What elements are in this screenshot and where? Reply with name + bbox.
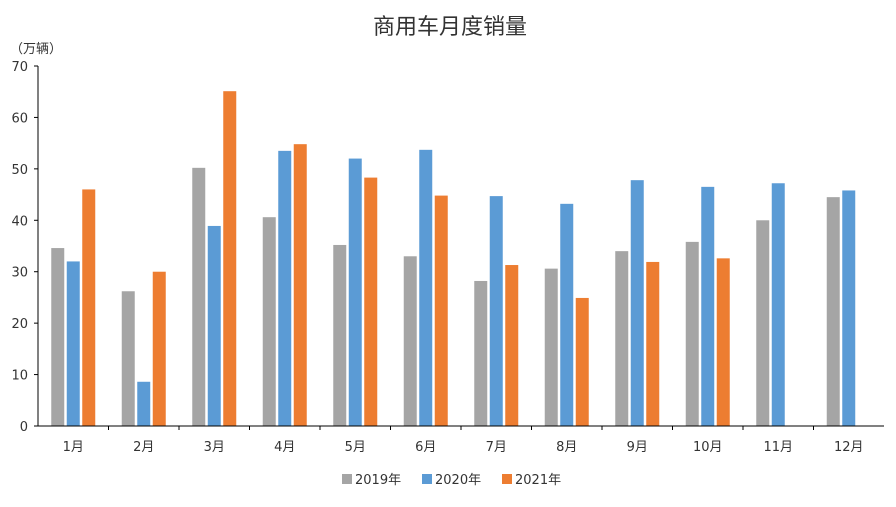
x-tick-label: 8月 xyxy=(556,440,577,455)
y-tick-label: 0 xyxy=(20,420,28,435)
bar xyxy=(716,258,730,426)
x-tick-label: 1月 xyxy=(63,440,84,455)
chart-title: 商用车月度销量 xyxy=(373,15,527,40)
bar xyxy=(544,268,558,426)
bar xyxy=(66,261,80,426)
y-tick-label: 20 xyxy=(11,317,28,332)
bar xyxy=(348,158,362,427)
y-axis-ticks: 0 10 20 30 40 50 60 70 xyxy=(11,60,38,435)
x-tick-label: 3月 xyxy=(204,440,225,455)
bar xyxy=(419,149,433,427)
bar xyxy=(51,248,65,426)
y-tick-label: 10 xyxy=(11,369,28,384)
x-tick-label: 5月 xyxy=(345,440,366,455)
bar xyxy=(403,256,417,426)
legend-label: 2020年 xyxy=(435,473,481,488)
x-tick-label: 9月 xyxy=(627,440,648,455)
bar xyxy=(82,189,96,426)
x-tick-label: 7月 xyxy=(486,440,507,455)
bar xyxy=(278,150,292,426)
y-axis-unit-label: （万辆） xyxy=(10,42,62,57)
bar xyxy=(434,195,448,426)
bar xyxy=(771,183,785,426)
bar xyxy=(364,177,378,426)
legend-swatch xyxy=(422,474,432,484)
bar xyxy=(575,297,589,426)
bar xyxy=(489,196,503,426)
bar xyxy=(685,241,699,426)
bar xyxy=(826,197,840,426)
bar xyxy=(615,251,629,426)
y-tick-label: 50 xyxy=(11,163,28,178)
bar xyxy=(333,244,347,426)
y-tick-label: 40 xyxy=(11,214,28,229)
x-tick-label: 11月 xyxy=(763,440,793,455)
y-tick-label: 30 xyxy=(11,266,28,281)
bar xyxy=(262,217,276,426)
bar xyxy=(293,144,307,426)
x-axis-ticks: 1月 2月 3月 4月 5月 6月 7月 8月 9月 10月 11月 12月 xyxy=(63,426,864,455)
legend-label: 2021年 xyxy=(515,473,561,488)
x-tick-label: 10月 xyxy=(693,440,723,455)
bar xyxy=(192,167,206,427)
bar xyxy=(756,220,770,426)
legend-label: 2019年 xyxy=(355,473,401,488)
x-tick-label: 4月 xyxy=(274,440,295,455)
bar xyxy=(121,291,135,426)
x-tick-label: 2月 xyxy=(133,440,154,455)
bar xyxy=(505,265,519,426)
bar xyxy=(560,203,574,426)
bar xyxy=(152,271,166,426)
y-tick-label: 70 xyxy=(11,60,28,75)
bar xyxy=(223,91,237,426)
bar xyxy=(646,261,660,426)
x-tick-label: 12月 xyxy=(834,440,864,455)
bar xyxy=(630,180,644,426)
bar xyxy=(842,190,856,426)
bar xyxy=(474,280,488,426)
y-tick-label: 60 xyxy=(11,111,28,126)
bars-group xyxy=(51,91,856,427)
legend-swatch xyxy=(342,474,352,484)
legend-swatch xyxy=(502,474,512,484)
bar xyxy=(701,186,715,426)
x-tick-label: 6月 xyxy=(415,440,436,455)
bar xyxy=(137,381,151,426)
legend: 2019年 2020年 2021年 xyxy=(342,473,561,488)
bar xyxy=(207,225,221,426)
